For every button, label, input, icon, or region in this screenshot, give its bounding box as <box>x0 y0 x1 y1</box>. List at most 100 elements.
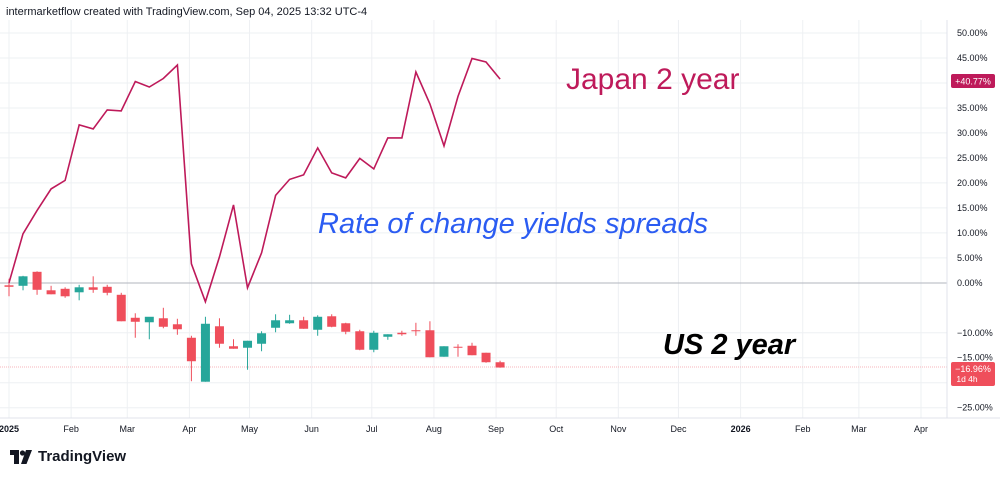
x-tick-label: Mar <box>851 424 867 434</box>
candle <box>243 340 253 370</box>
candle-body <box>341 323 351 332</box>
candle <box>18 275 28 291</box>
y-tick-label: 5.00% <box>957 253 983 263</box>
x-tick-label: Nov <box>610 424 627 434</box>
y-tick-label: 20.00% <box>957 178 988 188</box>
candle <box>453 344 463 357</box>
candle-body <box>88 287 98 290</box>
candle <box>341 322 351 335</box>
tradingview-logo-icon <box>10 449 32 464</box>
candle <box>439 346 449 357</box>
candle <box>186 335 196 382</box>
chart-attribution: intermarketflow created with TradingView… <box>6 6 368 18</box>
candle <box>102 284 112 296</box>
y-tick-label: 50.00% <box>957 28 988 38</box>
candle <box>130 313 140 338</box>
candle <box>383 334 393 340</box>
candle <box>172 318 182 335</box>
candle-body <box>383 334 393 337</box>
candle-body <box>130 317 140 322</box>
brand-name: TradingView <box>38 448 127 465</box>
y-tick-label: −25.00% <box>957 403 993 413</box>
candle-body <box>271 320 281 328</box>
japan-2-year-line <box>8 57 501 305</box>
candle <box>369 330 379 353</box>
candle <box>88 276 98 293</box>
y-tick-label: 0.00% <box>957 278 983 288</box>
y-tick-label: −10.00% <box>957 328 993 338</box>
y-tick-label: 15.00% <box>957 203 988 213</box>
candle-body <box>116 294 126 322</box>
us-annotation: US 2 year <box>663 329 797 361</box>
candle <box>214 318 224 348</box>
x-tick-label: Aug <box>426 424 442 434</box>
candle-body <box>481 352 491 363</box>
candle-body <box>102 286 112 293</box>
x-tick-label: 2025 <box>0 424 19 434</box>
x-tick-label: May <box>241 424 259 434</box>
x-tick-label: Apr <box>182 424 196 434</box>
y-tick-label: −15.00% <box>957 353 993 363</box>
japan-annotation: Japan 2 year <box>566 63 739 96</box>
candle <box>158 307 168 329</box>
x-tick-label: Feb <box>795 424 811 434</box>
candle-body <box>467 345 477 356</box>
candle <box>313 315 323 336</box>
x-tick-label: 2026 <box>731 424 751 434</box>
candle <box>425 321 435 358</box>
candle-body <box>425 330 435 358</box>
candle-body <box>299 320 309 329</box>
x-tick-label: Feb <box>63 424 79 434</box>
candle <box>228 339 238 349</box>
candle-body <box>453 346 463 348</box>
x-tick-label: Jun <box>304 424 319 434</box>
candle-body <box>74 287 84 293</box>
x-axis: 2025 Feb Mar Apr May Jun Jul Aug Sep Oct Nov Dec 202… <box>0 424 928 434</box>
candle-body <box>285 320 295 324</box>
candle <box>32 271 42 295</box>
candle <box>481 352 491 363</box>
candle <box>411 322 421 336</box>
candle-body <box>172 324 182 330</box>
y-tick-label: 25.00% <box>957 153 988 163</box>
x-tick-label: Jul <box>366 424 378 434</box>
rate-annotation: Rate of change yields spreads <box>318 208 708 240</box>
us-2-year-series <box>4 271 505 382</box>
y-tick-label: 35.00% <box>957 103 988 113</box>
candle-body <box>60 288 70 297</box>
candle <box>467 342 477 356</box>
candle <box>271 314 281 333</box>
grid-lines <box>0 20 947 418</box>
candle-body <box>495 362 505 368</box>
candle <box>116 292 126 322</box>
x-tick-label: Sep <box>488 424 504 434</box>
candle-body <box>200 323 210 382</box>
candle-body <box>46 290 56 295</box>
candle-body <box>397 332 407 335</box>
candle-body <box>32 271 42 290</box>
candle-body <box>439 346 449 357</box>
candle <box>327 314 337 328</box>
candle-body <box>158 318 168 327</box>
candle-body <box>228 346 238 349</box>
x-tick-label: Apr <box>914 424 928 434</box>
brand-logo: TradingView <box>10 448 126 465</box>
candle-body <box>18 276 28 286</box>
candle-body <box>214 326 224 344</box>
candle <box>46 285 56 295</box>
candle <box>200 316 210 382</box>
x-tick-label: Mar <box>120 424 136 434</box>
x-tick-label: Oct <box>549 424 564 434</box>
candle <box>74 284 84 301</box>
candle-body <box>243 340 253 348</box>
candle-body <box>411 330 421 332</box>
candle-body <box>355 331 365 350</box>
japan-last-value: +40.77% <box>955 77 991 87</box>
candle <box>285 314 295 324</box>
candle-body <box>327 316 337 327</box>
candle <box>355 329 365 351</box>
candle-body <box>369 332 379 350</box>
candle-body <box>257 333 267 344</box>
y-tick-label: 45.00% <box>957 53 988 63</box>
